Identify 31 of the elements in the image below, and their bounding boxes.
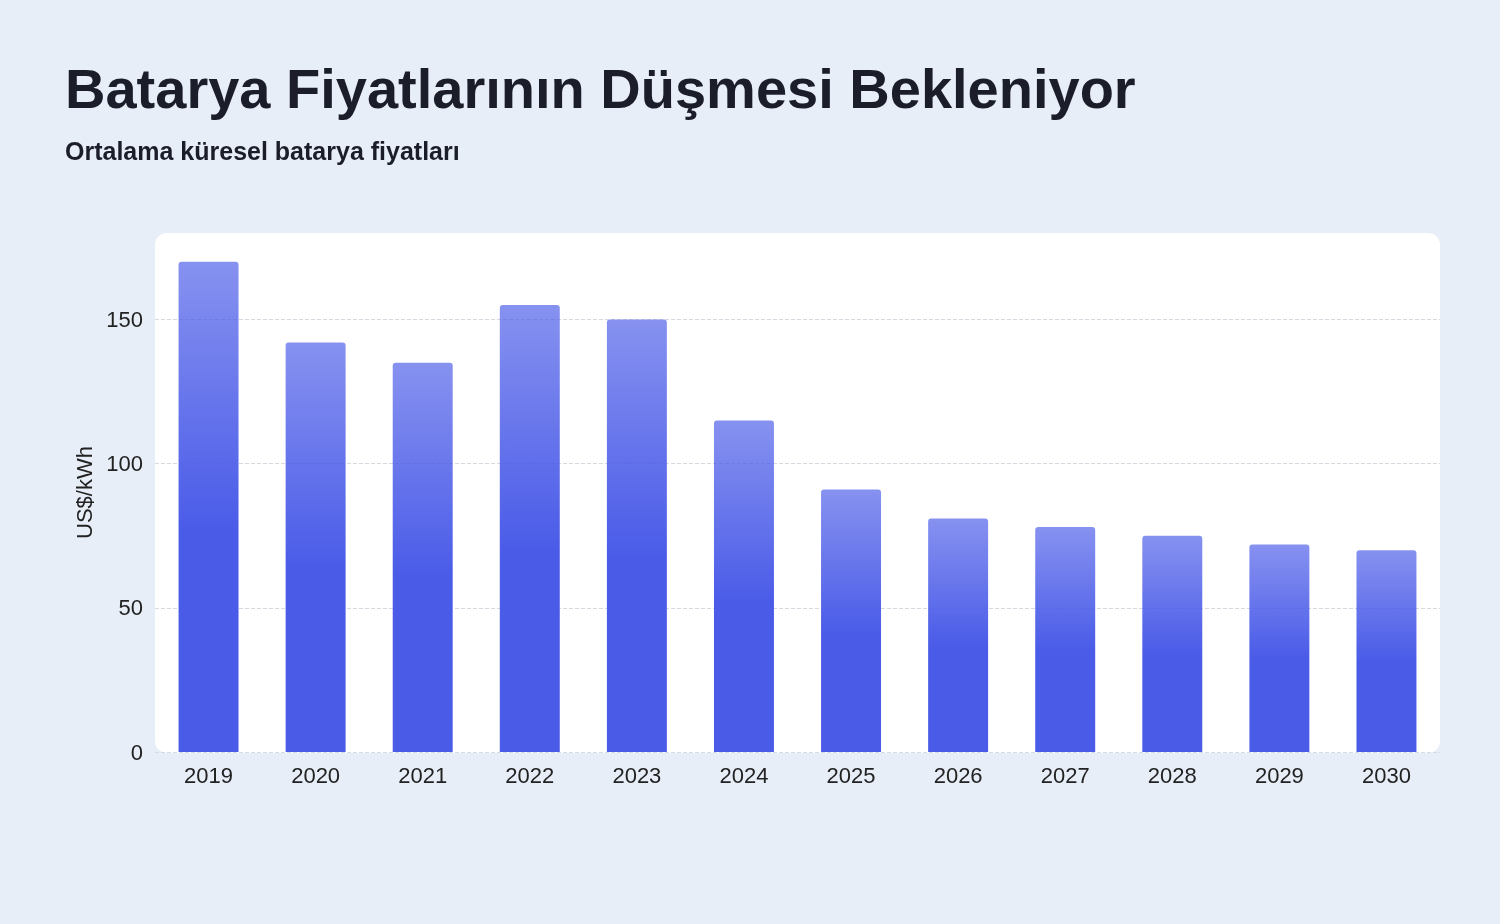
bar [928,518,989,752]
x-tick-label: 2019 [184,762,234,788]
bar [285,342,346,752]
x-tick-label: 2030 [1361,762,1411,788]
bar [1249,544,1310,752]
bar [606,319,667,752]
bar [1035,527,1096,752]
x-tick-label: 2023 [612,762,662,788]
bar [1142,535,1203,752]
x-tick-label: 2025 [826,762,876,788]
x-tick-label: 2029 [1254,762,1304,788]
chart-subtitle: Ortalama küresel batarya fiyatları [65,136,460,165]
x-tick-label: 2028 [1147,762,1197,788]
x-tick-label: 2020 [291,762,341,788]
chart-title: Batarya Fiyatlarının Düşmesi Bekleniyor [65,56,1136,120]
y-tick-label: 0 [130,739,143,765]
bar [821,489,882,752]
x-tick-label: 2022 [505,762,555,788]
y-axis-title: US$/kWh [71,446,97,539]
x-tick-label: 2026 [933,762,983,788]
x-tick-label: 2027 [1040,762,1090,788]
x-tick-label: 2021 [398,762,448,788]
bar [713,420,774,752]
y-tick-label: 150 [106,307,143,332]
x-tick-label: 2024 [719,762,769,788]
bar [499,305,560,752]
bar [178,261,239,752]
bar [1356,550,1417,752]
y-tick-label: 100 [106,451,143,477]
bar [392,362,453,752]
y-tick-label: 50 [118,595,143,621]
